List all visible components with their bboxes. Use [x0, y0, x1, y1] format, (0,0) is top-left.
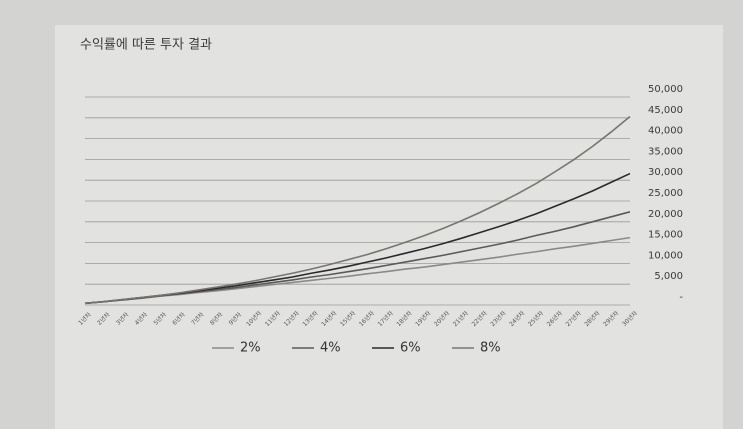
legend-label: 4% [320, 341, 341, 356]
y-tick-label: - [679, 292, 683, 303]
y-tick-label: 15,000 [648, 230, 683, 241]
legend-label: 8% [480, 341, 501, 356]
legend-label: 6% [400, 341, 421, 356]
y-tick-label: 50,000 [648, 84, 683, 95]
y-tick-label: 40,000 [648, 126, 683, 137]
y-tick-label: 35,000 [648, 146, 683, 157]
y-tick-label: 5,000 [654, 271, 683, 282]
legend-label: 2% [240, 341, 261, 356]
chart-title: 수익률에 따른 투자 결과 [80, 38, 212, 53]
y-tick-label: 45,000 [648, 105, 683, 116]
y-tick-label: 10,000 [648, 250, 683, 261]
y-tick-label: 25,000 [648, 188, 683, 199]
y-tick-label: 20,000 [648, 209, 683, 220]
page [55, 25, 723, 429]
y-tick-label: 30,000 [648, 167, 683, 178]
line [84, 115, 631, 305]
